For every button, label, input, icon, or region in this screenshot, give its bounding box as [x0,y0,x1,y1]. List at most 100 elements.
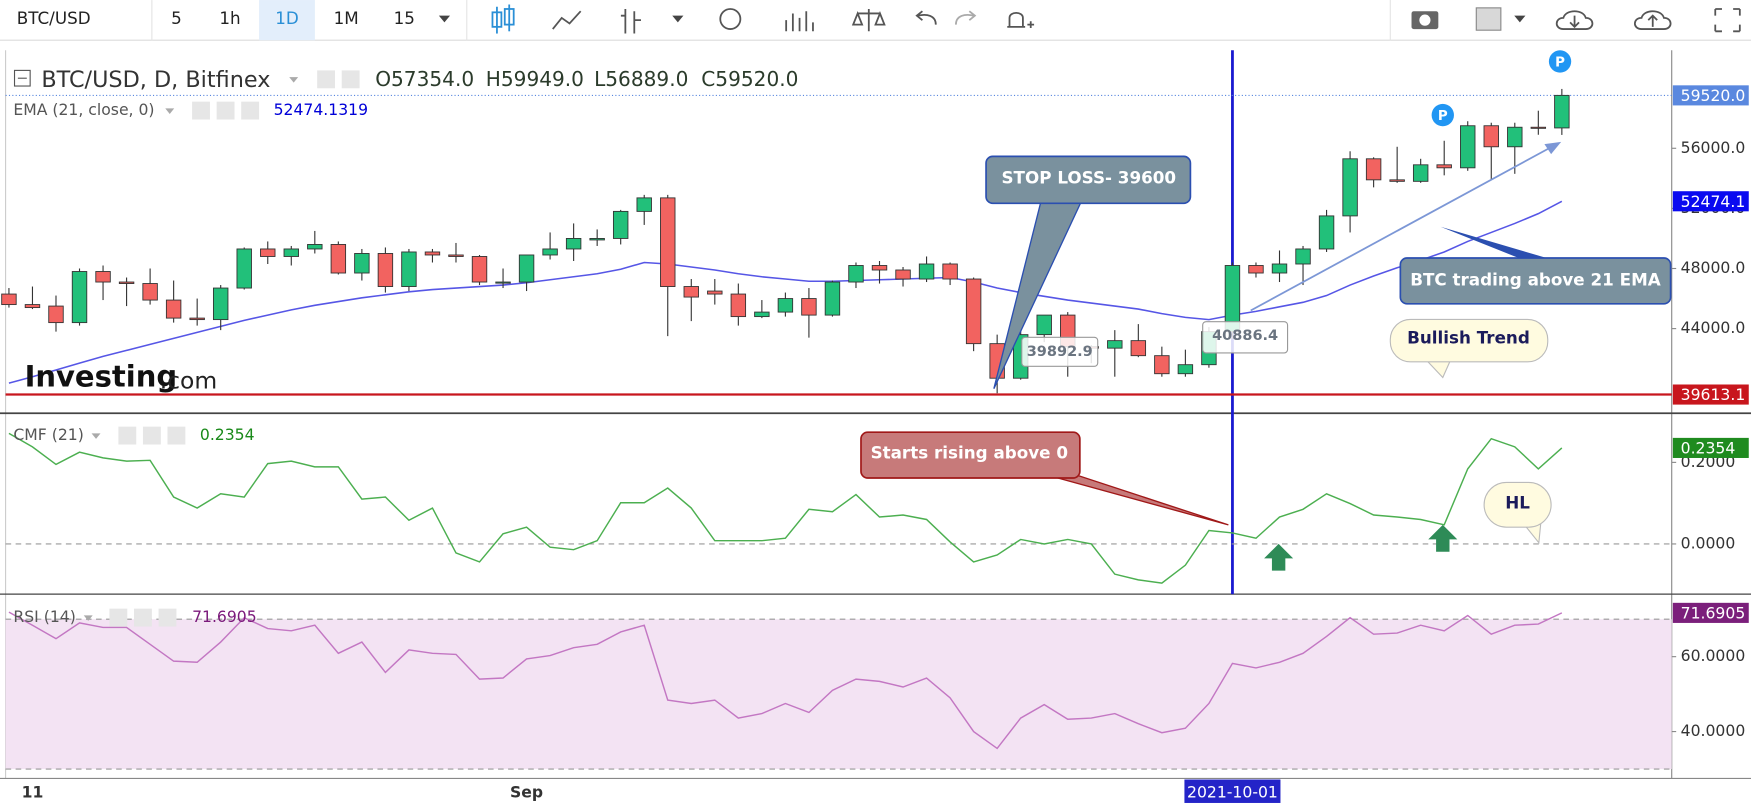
candle-body [1318,215,1335,250]
price-flag-label: 39613.1 [1681,385,1746,404]
symbol[interactable]: BTC/USD [17,8,91,28]
candle-body [1412,164,1429,182]
price-flag-label: 52474.1 [1681,192,1746,211]
candle-body [1483,125,1499,148]
dropdown-icon[interactable] [83,615,93,621]
candle-body [401,251,417,287]
candle-body [377,253,394,287]
interval-button[interactable]: 15 [394,8,415,28]
dropdown-icon[interactable] [165,108,175,114]
rsi-value: 71.6905 [192,607,257,626]
legend-icon[interactable] [317,70,336,89]
candle-body [1271,263,1288,274]
dropdown-icon[interactable] [438,15,451,23]
settings-icon[interactable] [719,8,742,30]
load-icon[interactable] [1555,10,1594,30]
legend-icon[interactable] [241,101,260,120]
candle-body [777,298,794,313]
interval-button[interactable]: 1D [275,8,299,28]
candle-body [965,278,982,345]
marker-label: P [1555,56,1565,71]
legend-icon[interactable] [134,608,152,627]
candle-body [801,298,817,316]
candle-body [1554,94,1570,129]
candle-body [260,248,276,257]
legend-icon[interactable] [142,426,161,445]
x-tick-label: 11 [22,782,44,801]
trend-arrow-head [1544,141,1562,155]
candle-body [754,311,770,318]
legend-icon[interactable] [158,608,177,627]
crosshair-label-bg [1184,779,1281,803]
overlay: Investing .com BTC/USD, D, Bitfinex O573… [13,50,1672,627]
fullscreen-icon[interactable] [1714,8,1741,33]
collapse-icon[interactable] [13,69,31,87]
legend-icon[interactable] [341,70,360,89]
candle-body [1295,248,1311,265]
candle-body [1436,164,1452,169]
y-tick-label: 0.0000 [1681,533,1736,552]
y-tick-label: 48000.0 [1681,258,1746,277]
dropdown-icon[interactable] [672,15,684,23]
price-flag [1672,384,1749,405]
callout-pointer [1440,226,1547,259]
interval-button[interactable]: 1h [219,8,240,28]
alert-icon[interactable] [1007,11,1035,28]
legend-icon[interactable] [109,608,128,627]
color-box[interactable] [1475,7,1502,31]
price-note-box [1202,321,1289,354]
studies-icon[interactable] [785,11,814,32]
scale-icon[interactable] [851,8,886,32]
screenshot-icon[interactable] [1411,11,1439,30]
candle-body [471,256,488,283]
price-flag [1672,85,1749,106]
undo-icon[interactable] [915,10,937,25]
candle-body [71,271,88,324]
legend-icon[interactable] [192,101,210,120]
save-icon[interactable] [1633,10,1672,30]
y-tick-label: 56000.0 [1681,138,1746,157]
candle-body [518,254,535,283]
interval-button[interactable]: 5 [171,8,182,28]
up-arrow [1264,543,1294,571]
price-flag [1672,602,1749,623]
marker[interactable] [1548,50,1572,73]
dropdown-icon[interactable] [289,77,299,83]
candle-body [542,248,558,256]
marker[interactable] [1431,103,1454,127]
candle-body [871,265,888,271]
cmf-value: 0.2354 [200,425,255,444]
legend-icon[interactable] [167,426,186,445]
dropdown-icon[interactable] [1514,15,1526,23]
callout-text: Starts rising above 0 [871,442,1068,462]
candle-body [824,281,841,316]
candle-body [165,299,182,319]
candle-body [424,251,441,256]
indicators-icon[interactable] [552,10,582,30]
indicator-line [8,611,1563,750]
candle-body [118,281,135,284]
candle-body [24,304,41,309]
interval-button[interactable]: 1M [334,8,359,28]
candle-body [1130,340,1147,357]
watermark: Investing .com [25,360,218,395]
legend-icon[interactable] [216,101,235,120]
ohlc-value: O57354.0 [375,67,474,91]
dropdown-icon[interactable] [91,433,101,439]
y-tick-label: 44000.0 [1681,318,1746,337]
candle-body [730,293,747,318]
candle-body [1036,314,1052,336]
legend-icon[interactable] [118,426,137,445]
candle-body [354,253,370,274]
redo-icon[interactable] [955,10,977,25]
candle-body [942,263,958,280]
candle-body [330,244,347,274]
candle-body [189,317,205,321]
ohlc-value: L56889.0 [594,67,688,91]
candle-body [565,238,582,250]
candle-body [1177,364,1194,375]
compare-icon[interactable] [620,8,641,34]
ohlc-value: C59520.0 [701,67,798,91]
chart-type-icon[interactable] [491,4,515,34]
